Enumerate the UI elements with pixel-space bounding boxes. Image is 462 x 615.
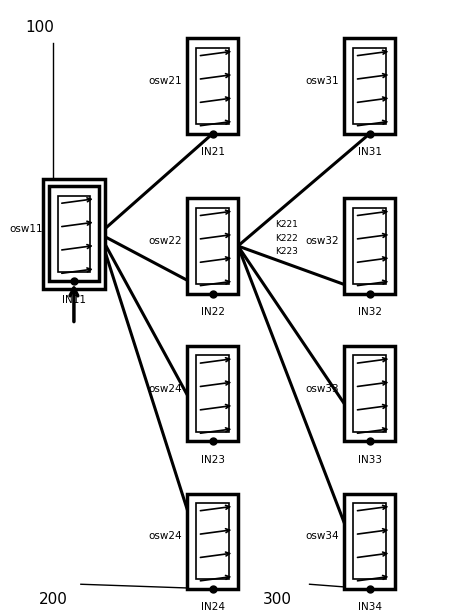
Text: IN33: IN33 — [358, 455, 382, 465]
Bar — [344, 346, 395, 442]
Bar — [196, 48, 229, 124]
Text: IN34: IN34 — [358, 603, 382, 613]
Text: IN11: IN11 — [62, 295, 86, 305]
Bar — [187, 38, 238, 134]
Text: osw34: osw34 — [305, 531, 339, 541]
Text: IN32: IN32 — [358, 308, 382, 317]
Bar — [187, 198, 238, 294]
Bar — [344, 493, 395, 589]
Text: osw33: osw33 — [305, 384, 339, 394]
Text: 300: 300 — [263, 592, 292, 607]
Text: osw24: osw24 — [148, 384, 182, 394]
Bar — [187, 493, 238, 589]
Text: 100: 100 — [25, 20, 54, 35]
Text: osw22: osw22 — [148, 236, 182, 246]
Bar — [58, 196, 90, 272]
Bar — [344, 198, 395, 294]
Bar — [43, 178, 105, 289]
Text: K221: K221 — [275, 220, 298, 229]
Text: IN24: IN24 — [201, 603, 225, 613]
Text: osw24: osw24 — [148, 531, 182, 541]
Bar — [353, 503, 386, 579]
Text: 200: 200 — [39, 592, 67, 607]
Bar — [49, 186, 99, 282]
Bar — [196, 503, 229, 579]
Bar — [196, 208, 229, 284]
Text: osw31: osw31 — [305, 76, 339, 86]
Bar — [196, 355, 229, 432]
Text: IN23: IN23 — [201, 455, 225, 465]
Bar — [353, 355, 386, 432]
Text: IN21: IN21 — [201, 148, 225, 157]
Bar — [344, 38, 395, 134]
Text: K222: K222 — [275, 234, 298, 242]
Bar — [353, 208, 386, 284]
Text: osw21: osw21 — [148, 76, 182, 86]
Bar — [353, 48, 386, 124]
Text: IN31: IN31 — [358, 148, 382, 157]
Text: K223: K223 — [275, 247, 298, 256]
Text: osw11: osw11 — [9, 224, 43, 234]
Bar — [187, 346, 238, 442]
Text: osw32: osw32 — [305, 236, 339, 246]
Text: IN22: IN22 — [201, 308, 225, 317]
